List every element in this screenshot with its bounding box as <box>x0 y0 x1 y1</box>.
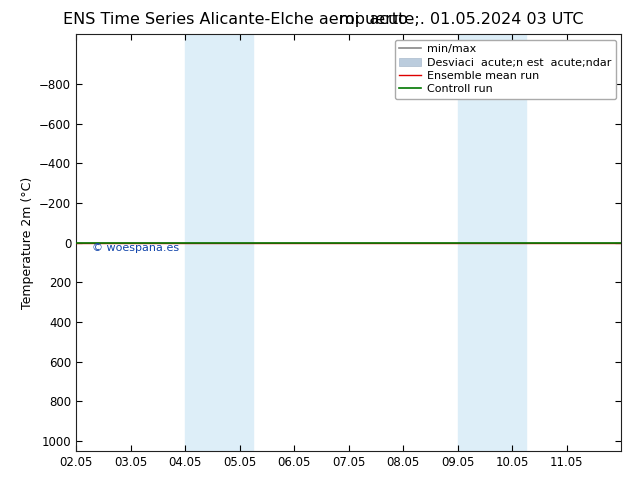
Y-axis label: Temperature 2m (°C): Temperature 2m (°C) <box>20 176 34 309</box>
Text: mi  acute;. 01.05.2024 03 UTC: mi acute;. 01.05.2024 03 UTC <box>339 12 583 27</box>
Text: © woespana.es: © woespana.es <box>93 244 179 253</box>
Bar <box>458 34 526 451</box>
Bar <box>185 34 253 451</box>
Text: ENS Time Series Alicante-Elche aeropuerto: ENS Time Series Alicante-Elche aeropuert… <box>63 12 408 27</box>
Legend: min/max, Desviaci  acute;n est  acute;ndar, Ensemble mean run, Controll run: min/max, Desviaci acute;n est acute;ndar… <box>395 40 616 99</box>
